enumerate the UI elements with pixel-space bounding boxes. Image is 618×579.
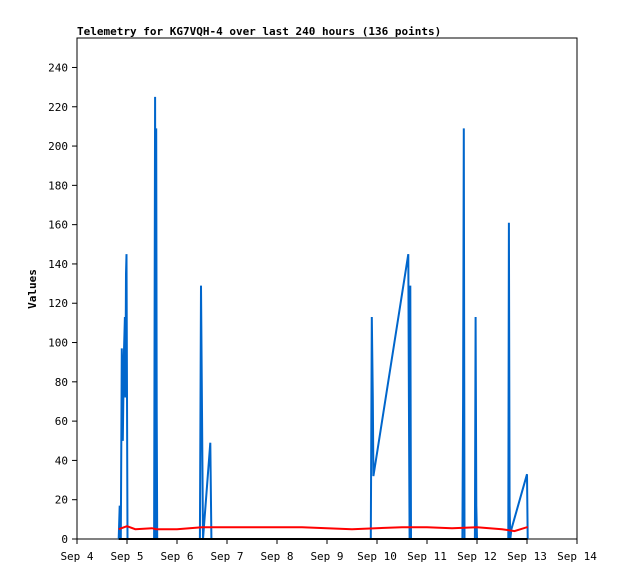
- y-tick-label: 20: [55, 494, 68, 507]
- x-tick-label: Sep 13: [507, 550, 547, 563]
- y-tick-label: 40: [55, 454, 68, 467]
- x-tick-label: Sep 12: [457, 550, 497, 563]
- y-tick-label: 120: [48, 297, 68, 310]
- plot-area: [117, 96, 529, 540]
- x-tick-label: Sep 5: [110, 550, 143, 563]
- x-tick-label: Sep 6: [160, 550, 193, 563]
- x-tick-label: Sep 8: [260, 550, 293, 563]
- y-axis-label: Values: [26, 269, 39, 309]
- y-tick-label: 140: [48, 258, 68, 271]
- y-tick-label: 220: [48, 101, 68, 114]
- y-axis: 0 20 40 60 80 100 120 140 160 180 200 220 240: [48, 61, 77, 546]
- y-tick-label: 240: [48, 61, 68, 74]
- series-line-2: [118, 525, 528, 533]
- x-tick-label: Sep 10: [357, 550, 397, 563]
- x-tick-label: Sep 11: [407, 550, 447, 563]
- y-tick-label: 180: [48, 179, 68, 192]
- y-tick-label: 60: [55, 415, 68, 428]
- x-tick-label: Sep 14: [557, 550, 597, 563]
- series-line-1: [117, 96, 529, 540]
- y-tick-label: 160: [48, 219, 68, 232]
- x-axis: Sep 4 Sep 5 Sep 6 Sep 7 Sep 8 Sep 9 Sep 10 Sep …: [60, 539, 597, 563]
- x-tick-label: Sep 7: [210, 550, 243, 563]
- x-tick-label: Sep 4: [60, 550, 93, 563]
- plot-frame: [76, 37, 578, 540]
- chart-title: Telemetry for KG7VQH-4 over last 240 hou…: [77, 25, 441, 38]
- x-tick-label: Sep 9: [310, 550, 343, 563]
- y-tick-label: 200: [48, 140, 68, 153]
- y-tick-label: 100: [48, 337, 68, 350]
- y-tick-label: 0: [61, 533, 68, 546]
- y-tick-label: 80: [55, 376, 68, 389]
